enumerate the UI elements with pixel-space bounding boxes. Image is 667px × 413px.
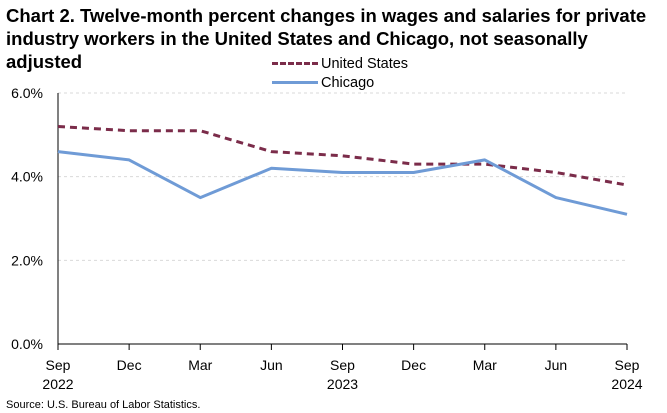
x-tick-label-8: Sep: [615, 357, 640, 373]
x-tick-label-5: Dec: [401, 357, 426, 373]
legend-swatch-chicago: [272, 81, 318, 84]
legend-label-us: United States: [321, 55, 409, 72]
legend-item-chicago: Chicago: [272, 73, 408, 92]
x-tick-label-2: Mar: [188, 357, 212, 373]
x-tick-label-3: Jun: [260, 357, 283, 373]
x-year-label-0: 2022: [42, 376, 73, 392]
x-tick-label-6: Mar: [473, 357, 497, 373]
x-tick-label-1: Dec: [117, 357, 142, 373]
series-line-chicago: [57, 150, 628, 216]
x-year-label-1: 2023: [327, 376, 358, 392]
y-tick-label-0: 0.0%: [11, 336, 43, 352]
x-tick-label-7: Jun: [545, 357, 568, 373]
y-tick-label-1: 2.0%: [11, 252, 43, 268]
legend-label-chicago: Chicago: [321, 74, 375, 91]
y-tick-label-3: 6.0%: [11, 85, 43, 101]
x-tick-label-0: Sep: [46, 357, 71, 373]
x-year-label-2: 2024: [611, 376, 642, 392]
chart-legend: United States Chicago: [272, 54, 408, 92]
y-tick-label-2: 4.0%: [11, 169, 43, 185]
x-tick-label-4: Sep: [330, 357, 355, 373]
legend-swatch-us: [272, 62, 318, 65]
legend-item-us: United States: [272, 54, 408, 73]
chart-title: Chart 2. Twelve-month percent changes in…: [6, 5, 647, 72]
source-note: Source: U.S. Bureau of Labor Statistics.: [6, 399, 201, 411]
